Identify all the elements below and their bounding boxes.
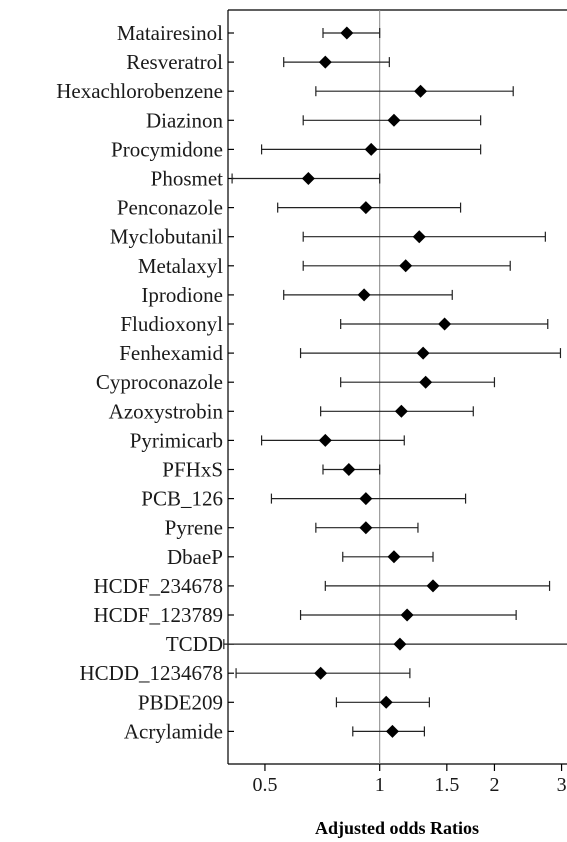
forest-row: Fenhexamid: [119, 341, 562, 365]
row-label: HCDF_234678: [93, 574, 223, 598]
row-label: Myclobutanil: [110, 225, 223, 249]
forest-row: PFHxS: [162, 458, 381, 482]
forest-row: Hexachlorobenzene: [56, 79, 514, 103]
estimate-diamond: [416, 346, 430, 360]
forest-row: DbaeP: [167, 545, 434, 569]
estimate-diamond: [385, 724, 399, 738]
estimate-diamond: [419, 375, 433, 389]
row-label: Diazinon: [146, 108, 223, 132]
estimate-diamond: [394, 404, 408, 418]
estimate-diamond: [387, 550, 401, 564]
row-label: PCB_126: [141, 487, 223, 511]
forest-row: Fludioxonyl: [120, 312, 549, 336]
forest-row: Iprodione: [141, 283, 453, 307]
forest-row: Acrylamide: [124, 719, 425, 743]
row-label: Resveratrol: [126, 50, 223, 74]
estimate-diamond: [387, 113, 401, 127]
forest-row: Azoxystrobin: [109, 399, 474, 423]
x-axis-title: Adjusted odds Ratios: [315, 818, 479, 838]
forest-row: Pyrene: [165, 516, 419, 540]
estimate-diamond: [318, 55, 332, 69]
row-label: TCDD: [166, 632, 223, 656]
forest-row: Resveratrol: [126, 50, 390, 74]
row-label: Penconazole: [117, 196, 223, 220]
x-tick-label: 0.5: [252, 774, 277, 796]
estimate-diamond: [379, 695, 393, 709]
estimate-diamond: [364, 142, 378, 156]
forest-row: Matairesinol: [117, 21, 381, 45]
x-tick-label: 1: [375, 774, 385, 796]
row-label: Azoxystrobin: [109, 399, 224, 423]
row-label: Acrylamide: [124, 719, 223, 743]
row-label: Pyrene: [165, 516, 223, 540]
estimate-diamond: [412, 230, 426, 244]
forest-row: HCDF_123789: [93, 603, 517, 627]
estimate-diamond: [399, 259, 413, 273]
x-axis-ticks: 0.5 1 1.5 2 3: [252, 764, 567, 796]
row-label: Hexachlorobenzene: [56, 79, 223, 103]
x-tick-label: 1.5: [434, 774, 459, 796]
estimate-diamond: [340, 26, 354, 40]
forest-row: HCDD_1234678: [79, 661, 411, 685]
row-label: Matairesinol: [117, 21, 223, 45]
forest-row: Phosmet: [151, 167, 381, 191]
estimate-diamond: [359, 201, 373, 215]
forest-row: TCDD: [166, 632, 567, 656]
estimate-diamond: [393, 637, 407, 651]
row-label: Fenhexamid: [119, 341, 223, 365]
row-label: Metalaxyl: [138, 254, 223, 278]
estimate-diamond: [438, 317, 452, 331]
row-label: DbaeP: [167, 545, 223, 569]
row-label: HCDD_1234678: [79, 661, 223, 685]
row-label: Phosmet: [151, 167, 224, 191]
row-label: Procymidone: [111, 137, 223, 161]
estimate-diamond: [426, 579, 440, 593]
x-tick-label: 2: [489, 774, 499, 796]
estimate-diamond: [359, 492, 373, 506]
forest-row: Penconazole: [117, 196, 462, 220]
estimate-diamond: [400, 608, 414, 622]
forest-row: Cyproconazole: [96, 370, 496, 394]
x-tick-label: 3: [557, 774, 567, 796]
row-label: PBDE209: [138, 690, 223, 714]
forest-rows: Matairesinol Resveratrol Hexachlorobenzene…: [56, 21, 567, 743]
estimate-diamond: [318, 433, 332, 447]
row-label: Cyproconazole: [96, 370, 223, 394]
forest-row: Diazinon: [146, 108, 482, 132]
forest-row: Procymidone: [111, 137, 482, 161]
forest-row: PCB_126: [141, 487, 467, 511]
forest-row: HCDF_234678: [93, 574, 551, 598]
forest-row: Myclobutanil: [110, 225, 546, 249]
row-label: Pyrimicarb: [130, 428, 223, 452]
row-label: Iprodione: [141, 283, 223, 307]
estimate-diamond: [301, 172, 315, 185]
row-label: PFHxS: [162, 458, 223, 482]
estimate-diamond: [342, 463, 356, 476]
estimate-diamond: [414, 84, 428, 98]
forest-row: Metalaxyl: [138, 254, 511, 278]
forest-row: PBDE209: [138, 690, 430, 714]
row-label: Fludioxonyl: [120, 312, 223, 336]
estimate-diamond: [314, 666, 328, 680]
estimate-diamond: [359, 521, 373, 535]
forest-row: Pyrimicarb: [130, 428, 405, 452]
estimate-diamond: [357, 288, 371, 302]
row-label: HCDF_123789: [93, 603, 223, 627]
